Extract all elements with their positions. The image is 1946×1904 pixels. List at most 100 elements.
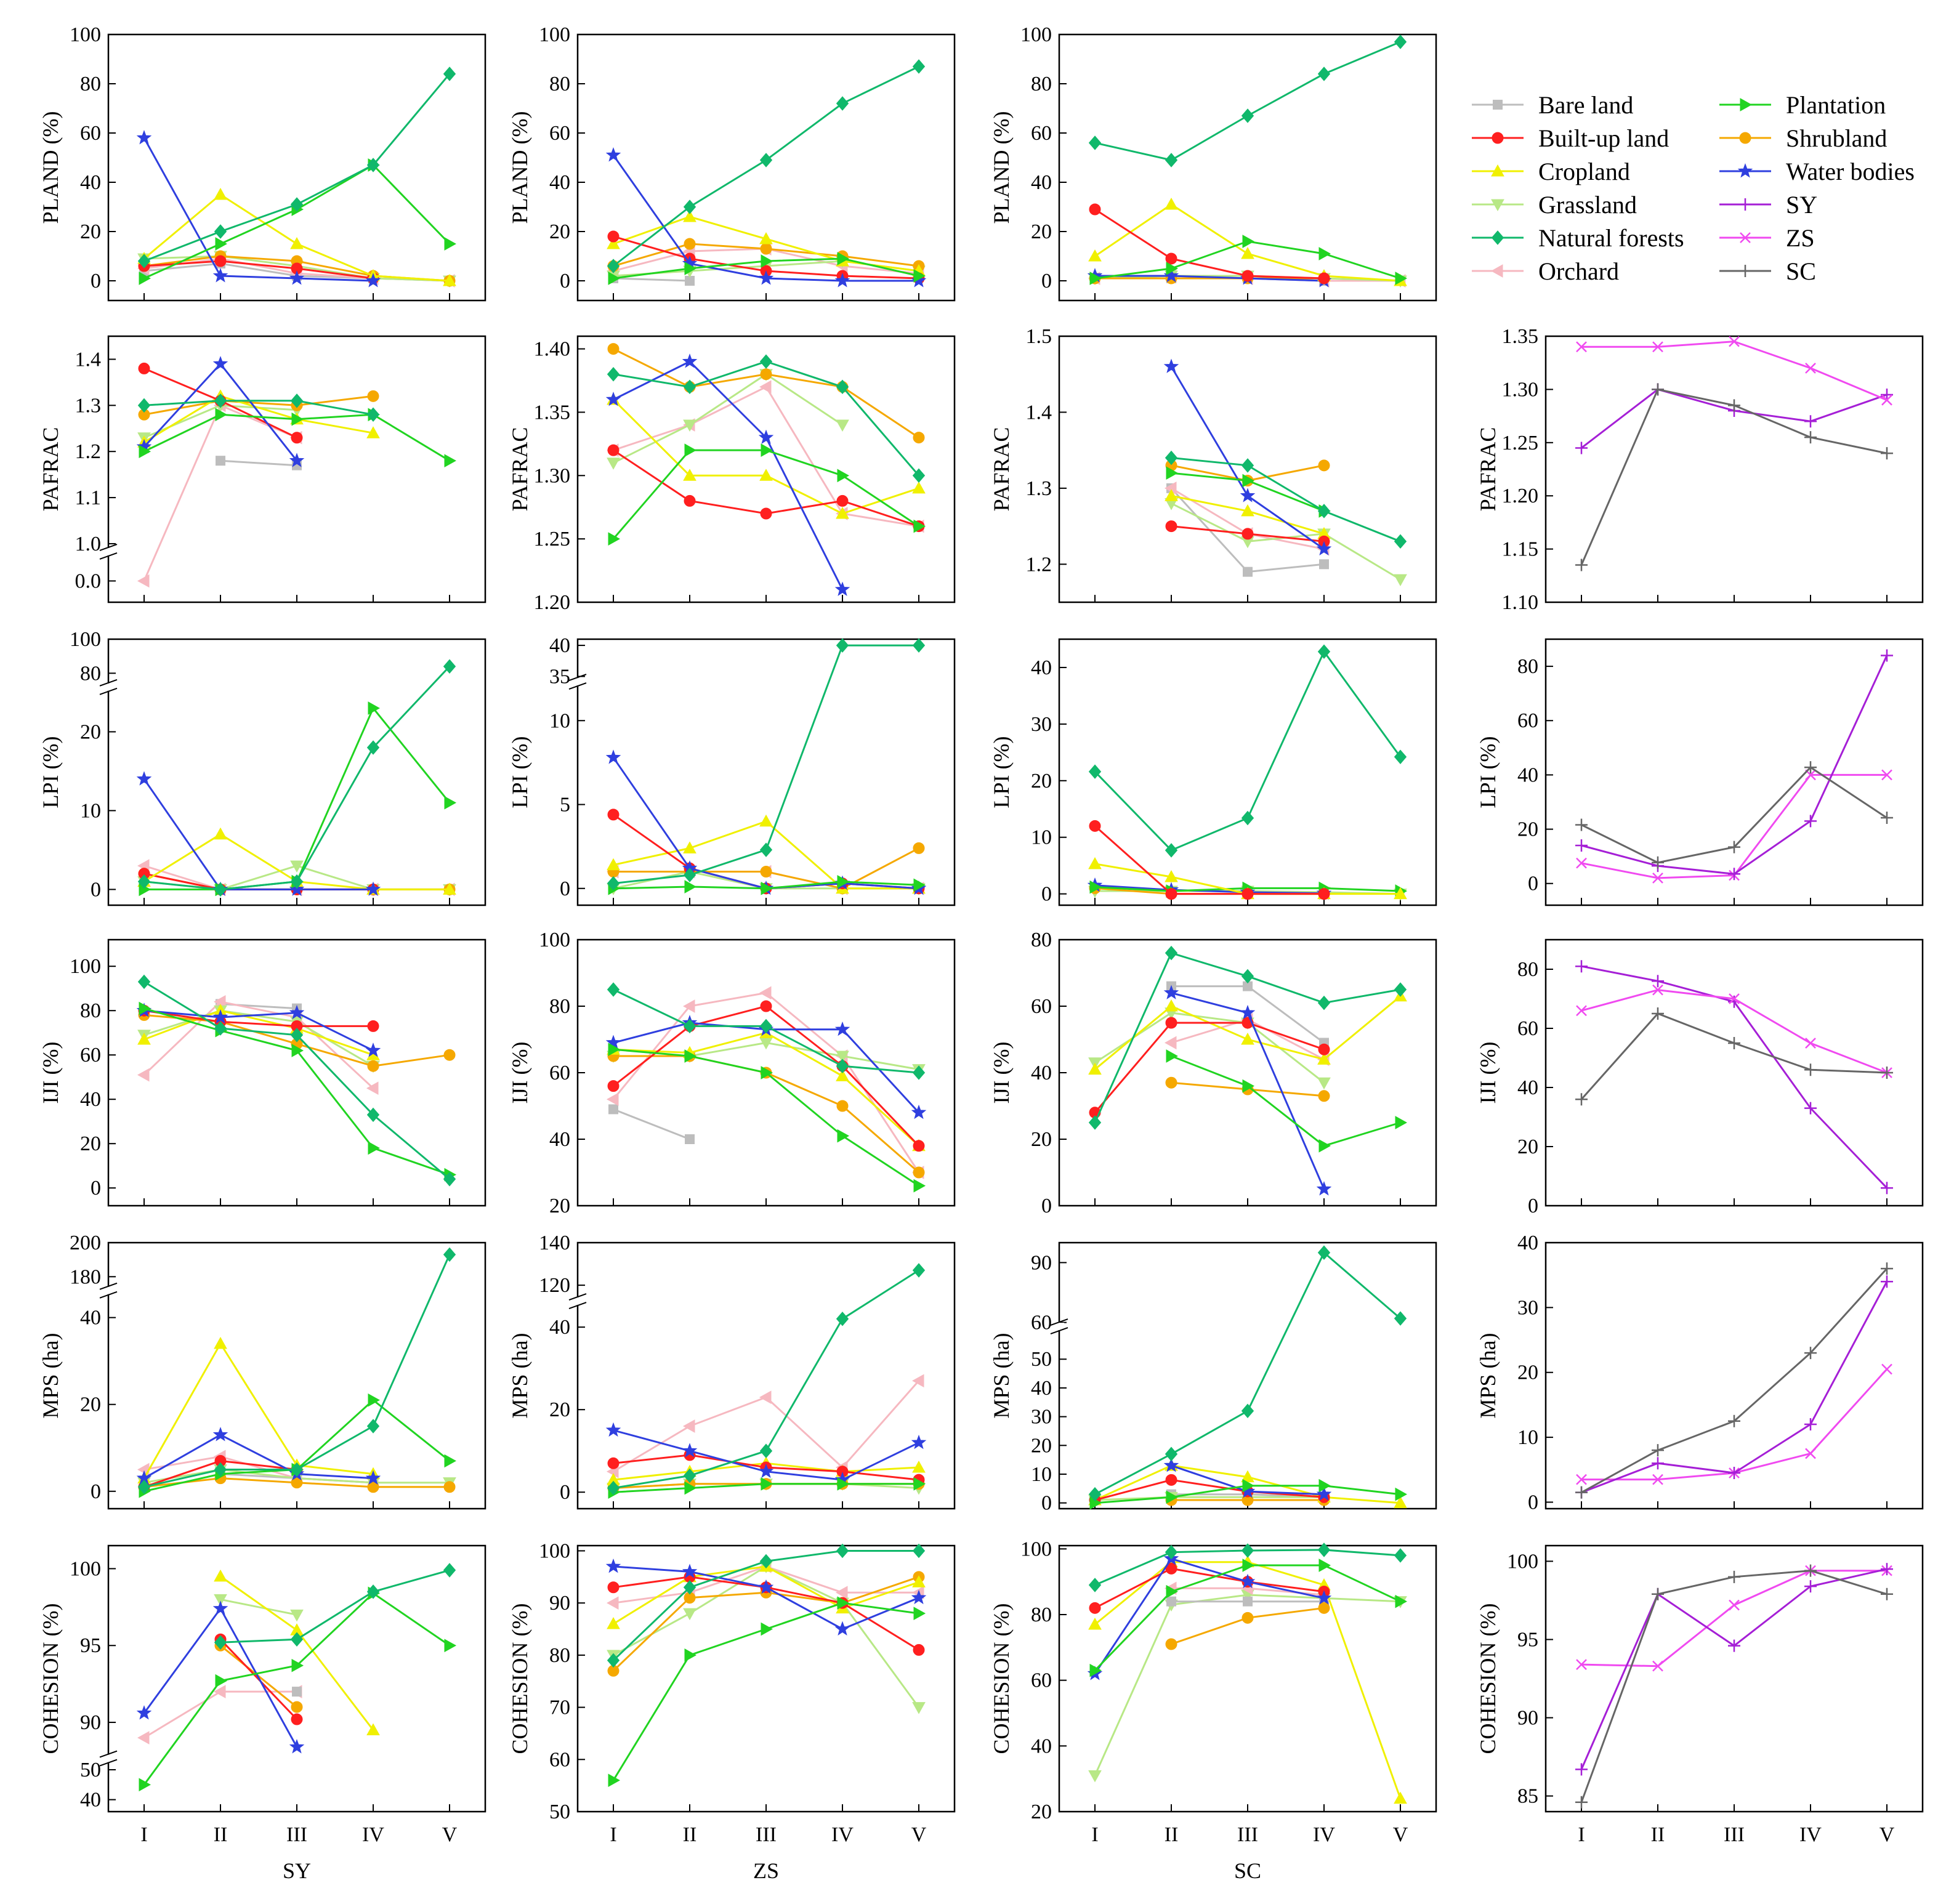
data-point	[1318, 459, 1330, 472]
x-tick-label: II	[214, 1823, 228, 1846]
data-point	[608, 1773, 621, 1788]
data-point	[1394, 1791, 1407, 1804]
data-point	[368, 1393, 381, 1407]
data-point	[911, 1374, 924, 1388]
data-point	[1166, 1596, 1176, 1607]
y-tick-label: 70	[549, 1696, 570, 1719]
data-point	[761, 443, 773, 457]
data-point	[1652, 341, 1663, 353]
series-sy	[1575, 960, 1893, 1195]
data-point	[1088, 1062, 1102, 1075]
data-point	[1805, 362, 1816, 374]
data-point	[1241, 108, 1254, 123]
data-point	[1652, 1457, 1664, 1470]
data-point	[1317, 1245, 1331, 1260]
data-point	[137, 1068, 150, 1082]
series-line	[220, 459, 297, 467]
series-line	[143, 1009, 374, 1056]
data-point	[365, 1043, 381, 1057]
data-point	[1163, 358, 1179, 373]
y-tick-label: 0	[1528, 1195, 1538, 1217]
data-point	[1395, 1594, 1408, 1608]
data-point	[760, 243, 772, 255]
data-point	[836, 379, 849, 395]
y-tick-label: 40	[1031, 1377, 1052, 1400]
data-point	[1317, 67, 1331, 81]
data-point	[608, 272, 621, 285]
data-point	[836, 1312, 849, 1326]
y-tick-label: 100	[1507, 1550, 1538, 1573]
data-point	[1729, 1599, 1740, 1611]
data-point	[1881, 1363, 1892, 1375]
y-tick-label: 40	[549, 1128, 570, 1151]
data-point	[1652, 873, 1663, 884]
data-point	[365, 881, 381, 896]
data-point	[368, 701, 381, 715]
legend-label: Shrubland	[1786, 124, 1887, 152]
data-point	[913, 432, 925, 444]
data-point	[1575, 960, 1588, 973]
data-point	[682, 1563, 698, 1578]
y-tick-label: 60	[549, 1062, 570, 1084]
data-point	[1881, 1067, 1893, 1079]
y-tick-label: 85	[1517, 1785, 1538, 1808]
series-plantation	[1089, 1559, 1408, 1677]
data-point	[1165, 1446, 1178, 1462]
series-line	[1094, 825, 1324, 895]
data-point	[607, 366, 620, 382]
legend-swatch-marker	[1491, 230, 1504, 245]
data-point	[683, 841, 696, 853]
data-point	[1395, 1116, 1408, 1129]
data-point	[213, 994, 226, 1009]
series-plantation	[608, 252, 926, 285]
y-tick-label: 20	[1031, 770, 1052, 793]
data-point	[1317, 1543, 1331, 1557]
legend-swatch-marker	[1491, 164, 1504, 177]
data-point	[607, 1653, 620, 1668]
data-point	[1394, 574, 1407, 587]
series-plantation	[1089, 235, 1408, 285]
data-point	[137, 1479, 151, 1495]
data-point	[444, 1454, 457, 1468]
data-point	[1241, 888, 1254, 900]
data-point	[1575, 559, 1588, 571]
data-point	[683, 200, 696, 214]
data-point	[912, 1543, 926, 1559]
data-point	[760, 368, 772, 381]
data-point	[443, 1247, 456, 1262]
data-point	[1804, 815, 1817, 828]
x-tick-label: III	[1237, 1823, 1258, 1846]
data-point	[367, 1060, 379, 1072]
data-point	[366, 1723, 380, 1736]
data-point	[1089, 820, 1101, 832]
legend-swatch-marker	[1493, 100, 1503, 110]
y-tick-label: 100	[539, 929, 570, 951]
y-axis-label: IJI (%)	[1476, 1042, 1500, 1104]
data-point	[911, 1589, 927, 1605]
series-bare-land	[608, 1104, 695, 1144]
data-point	[1881, 389, 1893, 401]
data-point	[1318, 272, 1330, 284]
y-tick-label: 1.20	[1502, 485, 1539, 507]
series-line	[143, 1009, 374, 1052]
data-point	[290, 236, 304, 249]
y-tick-label: 40	[80, 1789, 101, 1812]
data-point	[606, 1092, 619, 1107]
y-tick-label: 80	[1031, 1603, 1052, 1626]
y-tick-label: 1.5	[1026, 325, 1052, 348]
series-natural-forests	[607, 354, 926, 483]
data-point	[1804, 1347, 1817, 1360]
data-point	[137, 874, 151, 889]
series-line	[1094, 1567, 1325, 1609]
data-point	[607, 1617, 620, 1629]
y-tick-label: 0	[91, 1480, 101, 1503]
axis-break-gap	[103, 1754, 113, 1762]
y-tick-label: 40	[1517, 1076, 1538, 1099]
series-line	[1094, 884, 1325, 895]
legend-item-shrubland: Shrubland	[1719, 124, 1887, 152]
data-point	[367, 390, 379, 402]
data-point	[1165, 999, 1178, 1012]
series-natural-forests	[1088, 34, 1407, 167]
y-tick-label: 0	[91, 270, 101, 292]
